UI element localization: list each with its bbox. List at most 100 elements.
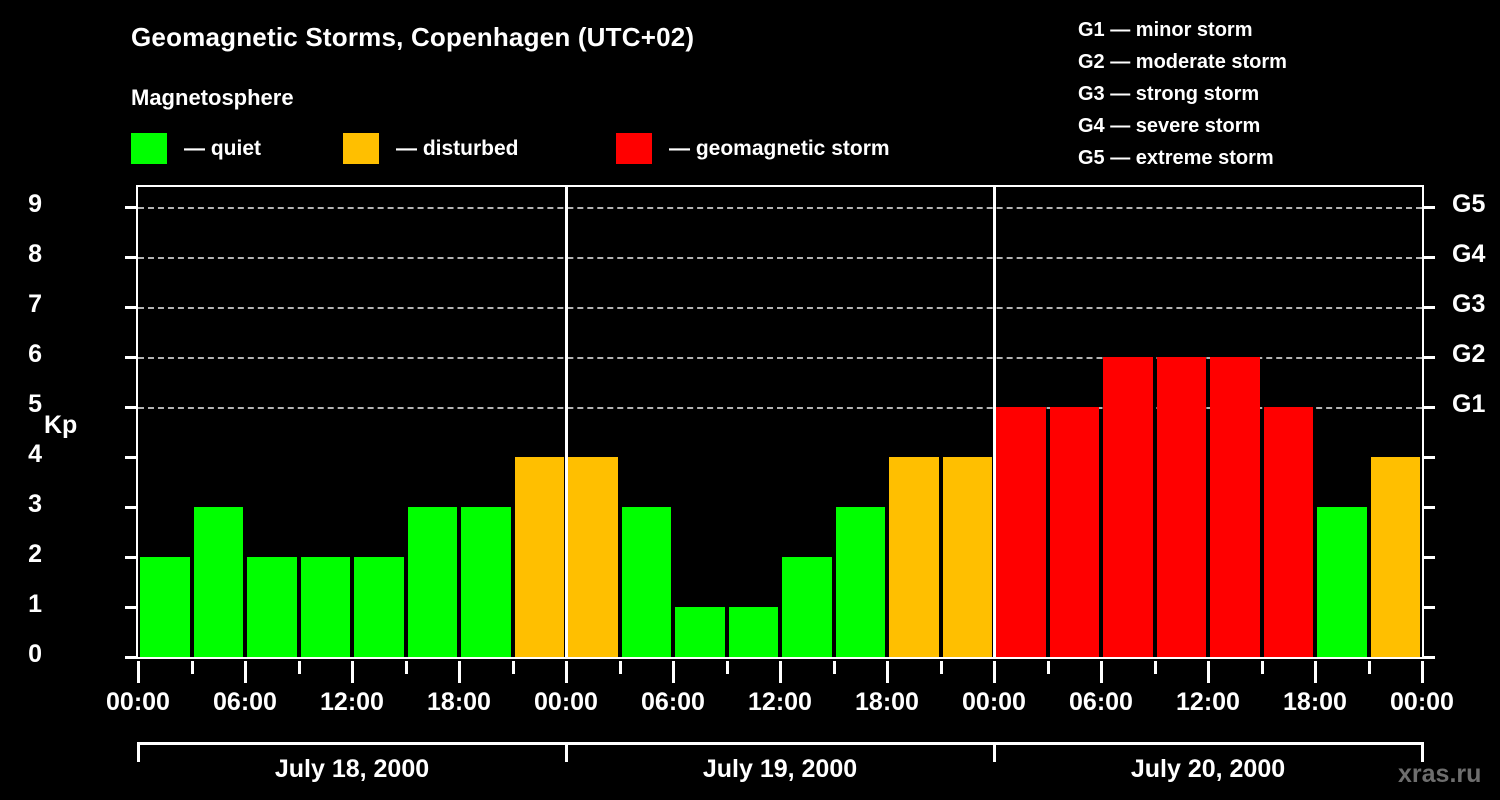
gridline-kp-5 — [138, 407, 1422, 409]
y-tick-right — [1424, 256, 1435, 259]
bar — [728, 607, 778, 657]
y-tick-right — [1424, 206, 1435, 209]
y-tick-right — [1424, 506, 1435, 509]
y-axis-label: 0 — [28, 640, 42, 668]
g-scale-row-g2: G2 — moderate storm — [1078, 51, 1287, 73]
y-axis-label: 8 — [28, 240, 42, 268]
y-tick-left — [125, 556, 136, 559]
x-tick-major — [565, 661, 568, 683]
x-axis-label: 12:00 — [1176, 688, 1240, 716]
y-axis-label: 2 — [28, 540, 42, 568]
bar — [247, 557, 297, 657]
y-tick-left — [125, 606, 136, 609]
g-scale-row-g3: G3 — strong storm — [1078, 83, 1260, 105]
bar — [782, 557, 832, 657]
x-tick-major — [672, 661, 675, 683]
watermark: xras.ru — [1398, 760, 1482, 788]
gridline-kp-7 — [138, 307, 1422, 309]
x-axis-label: 06:00 — [1069, 688, 1133, 716]
y-tick-right — [1424, 406, 1435, 409]
g-axis-label: G2 — [1452, 340, 1486, 368]
plot-inner — [138, 187, 1422, 657]
date-bracket-tick — [993, 742, 996, 762]
x-axis-label: 18:00 — [855, 688, 919, 716]
x-tick-major — [779, 661, 782, 683]
x-axis-label: 18:00 — [427, 688, 491, 716]
bar — [889, 457, 939, 657]
bar — [1317, 507, 1367, 657]
x-axis-label: 00:00 — [534, 688, 598, 716]
y-axis-label: 7 — [28, 290, 42, 318]
date-bracket — [138, 742, 566, 745]
x-tick-minor — [511, 661, 515, 674]
y-tick-right — [1424, 456, 1435, 459]
bar — [514, 457, 564, 657]
date-bracket-tick — [565, 742, 568, 762]
x-tick-minor — [190, 661, 194, 674]
legend-label-storm: — geomagnetic storm — [669, 136, 890, 160]
bar — [1156, 357, 1206, 657]
y-tick-right — [1424, 606, 1435, 609]
bar — [1049, 407, 1099, 657]
y-tick-left — [125, 456, 136, 459]
y-axis-label: 9 — [28, 190, 42, 218]
bar — [140, 557, 190, 657]
date-label: July 18, 2000 — [274, 755, 430, 783]
x-tick-minor — [1153, 661, 1157, 674]
x-tick-major — [1314, 661, 1317, 683]
y-tick-left — [125, 656, 136, 659]
x-tick-minor — [725, 661, 729, 674]
date-bracket-tick — [1421, 742, 1424, 762]
x-axis-label: 12:00 — [748, 688, 812, 716]
x-axis-label: 12:00 — [320, 688, 384, 716]
bar — [942, 457, 992, 657]
y-axis-label: 3 — [28, 490, 42, 518]
date-bracket — [994, 742, 1422, 745]
plot-area — [125, 185, 1435, 659]
x-tick-major — [1421, 661, 1424, 683]
date-bracket-tick — [137, 742, 140, 762]
g-scale-row-g1: G1 — minor storm — [1078, 19, 1253, 41]
orange-swatch-icon — [343, 133, 379, 164]
bar — [1103, 357, 1153, 657]
y-tick-left — [125, 306, 136, 309]
x-tick-major — [458, 661, 461, 683]
x-axis-label: 00:00 — [1390, 688, 1454, 716]
legend-label-quiet: — quiet — [184, 136, 261, 160]
g-axis-label: G4 — [1452, 240, 1486, 268]
g-axis-label: G1 — [1452, 390, 1486, 418]
x-tick-major — [351, 661, 354, 683]
x-tick-minor — [939, 661, 943, 674]
gridline-kp-6 — [138, 357, 1422, 359]
y-axis-title: Kp — [44, 411, 78, 439]
x-tick-major — [1100, 661, 1103, 683]
x-tick-minor — [404, 661, 408, 674]
date-label: July 20, 2000 — [1130, 755, 1286, 783]
y-axis-label: 1 — [28, 590, 42, 618]
legend-item-storm: — geomagnetic storm — [616, 133, 890, 164]
x-tick-major — [886, 661, 889, 683]
x-tick-major — [137, 661, 140, 683]
y-tick-left — [125, 506, 136, 509]
x-tick-major — [244, 661, 247, 683]
g-scale-row-g4: G4 — severe storm — [1078, 115, 1261, 137]
bar — [1370, 457, 1420, 657]
day-separator — [565, 187, 568, 657]
y-tick-right — [1424, 306, 1435, 309]
x-axis-label: 18:00 — [1283, 688, 1347, 716]
x-tick-major — [993, 661, 996, 683]
y-axis-label: 6 — [28, 340, 42, 368]
x-tick-minor — [297, 661, 301, 674]
x-axis-label: 06:00 — [213, 688, 277, 716]
date-label: July 19, 2000 — [702, 755, 858, 783]
y-tick-left — [125, 356, 136, 359]
bar — [1263, 407, 1313, 657]
y-tick-left — [125, 206, 136, 209]
bar — [354, 557, 404, 657]
date-bracket — [566, 742, 994, 745]
chart-subtitle: Magnetosphere — [131, 85, 294, 110]
y-tick-right — [1424, 656, 1435, 659]
red-swatch-icon — [616, 133, 652, 164]
gridline-kp-9 — [138, 207, 1422, 209]
